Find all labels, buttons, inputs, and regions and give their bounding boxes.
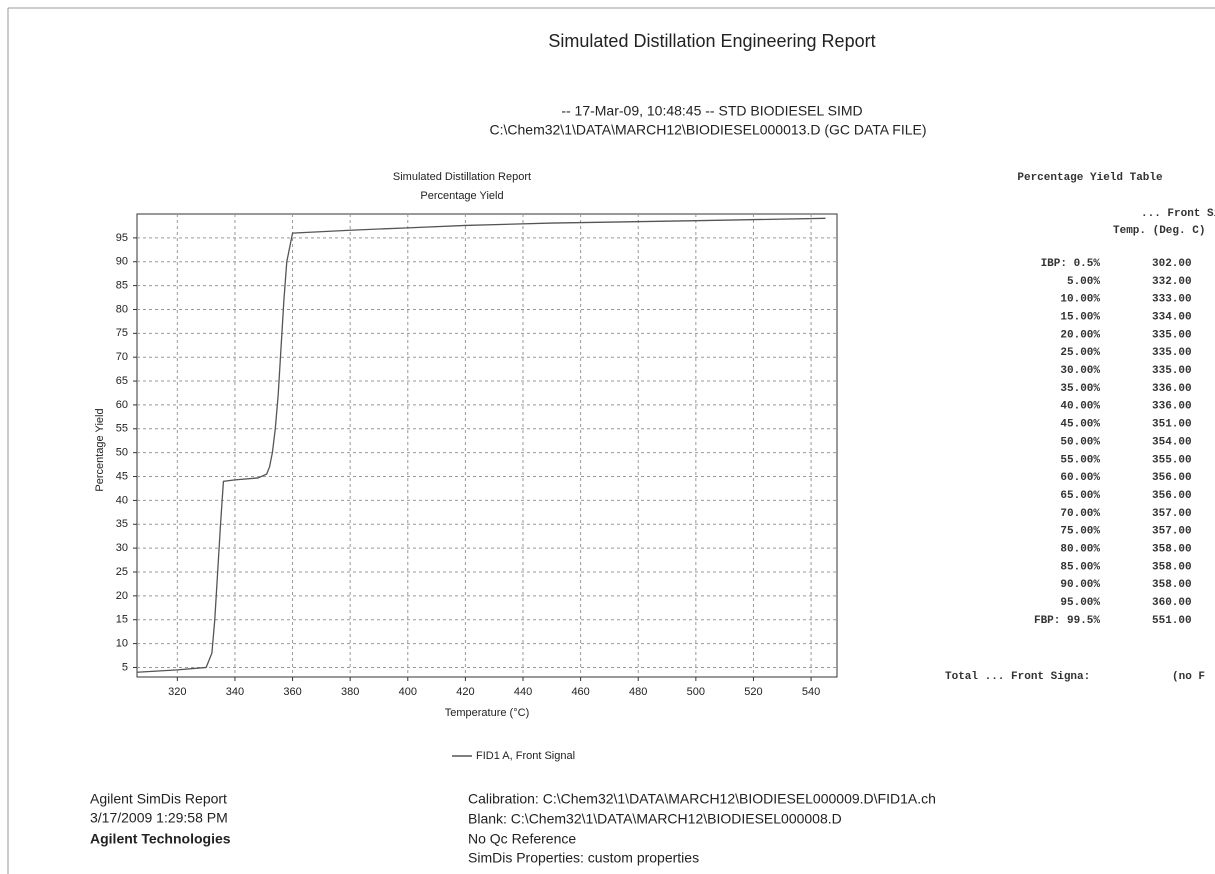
- x-tick-label: 480: [629, 686, 647, 698]
- chart-title: Simulated Distillation Report: [393, 171, 531, 183]
- table-row-value: 335.00: [1152, 347, 1192, 359]
- table-row-value: 333.00: [1152, 294, 1192, 306]
- x-tick-label: 420: [456, 686, 474, 698]
- x-tick-label: 520: [744, 686, 762, 698]
- table-total-value: (no F: [1172, 671, 1205, 683]
- table-row-label: FBP: 99.5%: [1034, 615, 1100, 627]
- table-row-value: 357.00: [1152, 508, 1192, 520]
- table-row-label: 70.00%: [1060, 508, 1100, 520]
- x-tick-label: 320: [168, 686, 186, 698]
- table-row-label: 45.00%: [1060, 419, 1100, 431]
- table-column-header: ... Front Signa: [1141, 208, 1215, 220]
- x-tick-label: 540: [802, 686, 820, 698]
- y-tick-label: 70: [116, 351, 128, 363]
- y-tick-label: 85: [116, 280, 128, 292]
- table-row-label: 75.00%: [1060, 526, 1100, 538]
- table-row-label: IBP: 0.5%: [1041, 258, 1101, 270]
- y-tick-label: 95: [116, 232, 128, 244]
- table-row-label: 50.00%: [1060, 436, 1100, 448]
- table-title: Percentage Yield Table: [1017, 172, 1163, 184]
- report-title: Simulated Distillation Engineering Repor…: [548, 31, 875, 51]
- table-row-value: 336.00: [1152, 383, 1192, 395]
- y-axis-title: Percentage Yield: [94, 408, 106, 491]
- table-row-value: 332.00: [1152, 276, 1192, 288]
- footer-left: 3/17/2009 1:29:58 PM: [90, 810, 228, 826]
- table-row-label: 15.00%: [1060, 311, 1100, 323]
- table-row-label: 30.00%: [1060, 365, 1100, 377]
- y-tick-label: 25: [116, 566, 128, 578]
- table-row-label: 60.00%: [1060, 472, 1100, 484]
- chart-subtitle: Percentage Yield: [420, 190, 503, 202]
- run-line: -- 17-Mar-09, 10:48:45 -- STD BIODIESEL …: [561, 103, 862, 119]
- table-row-label: 90.00%: [1060, 579, 1100, 591]
- y-tick-label: 55: [116, 423, 128, 435]
- table-row-value: 358.00: [1152, 544, 1192, 556]
- y-tick-label: 45: [116, 470, 128, 482]
- plot-frame: [136, 213, 838, 678]
- table-row-label: 20.00%: [1060, 329, 1100, 341]
- table-row-label: 25.00%: [1060, 347, 1100, 359]
- table-row-label: 80.00%: [1060, 544, 1100, 556]
- x-tick-label: 380: [341, 686, 359, 698]
- y-tick-label: 90: [116, 256, 128, 268]
- file-line: C:\Chem32\1\DATA\MARCH12\BIODIESEL000013…: [490, 122, 927, 138]
- x-tick-label: 360: [283, 686, 301, 698]
- x-tick-label: 460: [571, 686, 589, 698]
- table-row-value: 334.00: [1152, 311, 1192, 323]
- footer-right: No Qc Reference: [468, 831, 576, 847]
- table-row-value: 302.00: [1152, 258, 1192, 270]
- table-row-value: 335.00: [1152, 365, 1192, 377]
- y-tick-label: 65: [116, 375, 128, 387]
- footer-left: Agilent Technologies: [90, 831, 231, 847]
- table-row-value: 551.00: [1152, 615, 1192, 627]
- y-tick-label: 40: [116, 494, 128, 506]
- x-tick-label: 340: [226, 686, 244, 698]
- y-tick-label: 80: [116, 303, 128, 315]
- y-tick-label: 35: [116, 518, 128, 530]
- x-axis-title: Temperature (°C): [445, 707, 529, 719]
- table-total-label: Total ... Front Signa:: [945, 671, 1090, 683]
- footer-left: Agilent SimDis Report: [90, 791, 227, 807]
- y-tick-label: 75: [116, 327, 128, 339]
- table-row-value: 335.00: [1152, 329, 1192, 341]
- table-column-header: Temp. (Deg. C): [1113, 225, 1205, 237]
- table-row-value: 358.00: [1152, 579, 1192, 591]
- y-tick-label: 5: [122, 661, 128, 673]
- table-row-value: 358.00: [1152, 561, 1192, 573]
- table-row-value: 360.00: [1152, 597, 1192, 609]
- footer-right: Calibration: C:\Chem32\1\DATA\MARCH12\BI…: [468, 791, 936, 807]
- y-tick-label: 60: [116, 399, 128, 411]
- table-row-label: 65.00%: [1060, 490, 1100, 502]
- table-row-label: 95.00%: [1060, 597, 1100, 609]
- table-row-label: 10.00%: [1060, 294, 1100, 306]
- table-row-value: 355.00: [1152, 454, 1192, 466]
- table-row-value: 357.00: [1152, 526, 1192, 538]
- y-tick-label: 10: [116, 637, 128, 649]
- table-row-value: 356.00: [1152, 472, 1192, 484]
- y-tick-label: 30: [116, 542, 128, 554]
- x-tick-label: 500: [687, 686, 705, 698]
- table-row-label: 40.00%: [1060, 401, 1100, 413]
- y-tick-label: 15: [116, 614, 128, 626]
- y-tick-label: 20: [116, 590, 128, 602]
- x-tick-label: 400: [399, 686, 417, 698]
- table-row-value: 356.00: [1152, 490, 1192, 502]
- table-row-value: 354.00: [1152, 436, 1192, 448]
- footer-right: Blank: C:\Chem32\1\DATA\MARCH12\BIODIESE…: [468, 811, 842, 827]
- table-row-label: 35.00%: [1060, 383, 1100, 395]
- table-row-label: 85.00%: [1060, 561, 1100, 573]
- table-row-value: 336.00: [1152, 401, 1192, 413]
- data-line: [136, 217, 826, 673]
- table-row-label: 55.00%: [1060, 454, 1100, 466]
- x-tick-label: 440: [514, 686, 532, 698]
- legend-label: FID1 A, Front Signal: [476, 750, 575, 762]
- footer-right: SimDis Properties: custom properties: [468, 850, 699, 866]
- table-row-value: 351.00: [1152, 419, 1192, 431]
- table-row-label: 5.00%: [1067, 276, 1100, 288]
- y-tick-label: 50: [116, 447, 128, 459]
